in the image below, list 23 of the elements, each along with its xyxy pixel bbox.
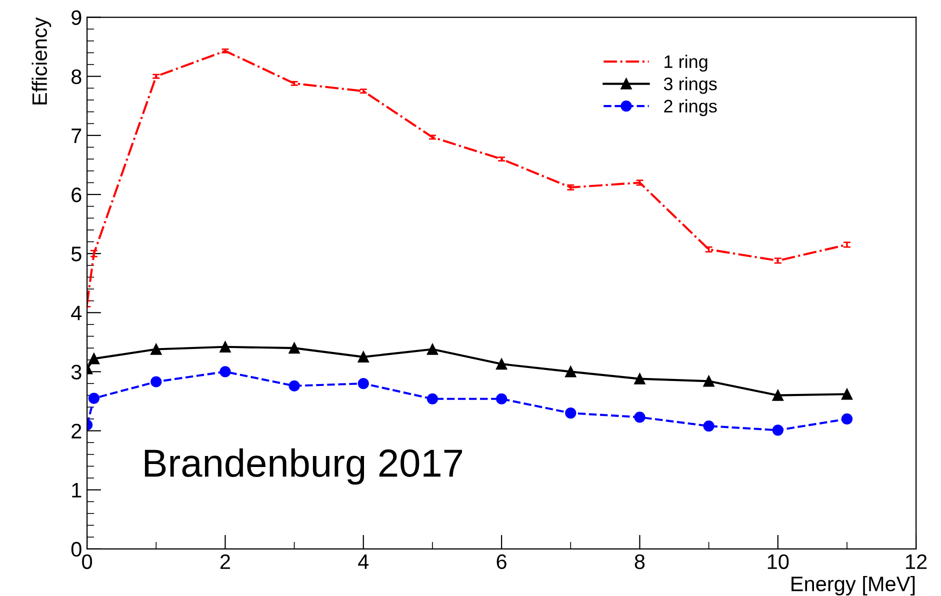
y-tick-label: 7 (72, 128, 82, 143)
legend-label: 1 ring (664, 54, 708, 72)
x-tick-label: 0 (82, 554, 92, 570)
x-tick-label: 2 (220, 554, 230, 569)
y-tick-label: 1 (72, 483, 82, 498)
x-tick-label: 8 (634, 554, 645, 570)
y-tick-label: 9 (72, 10, 82, 26)
x-tick-label: 4 (358, 554, 369, 569)
y-tick-label: 4 (71, 306, 82, 320)
y-tick-label: 2 (72, 424, 82, 438)
y-tick-label: 5 (71, 246, 82, 262)
annotation: Brandenburg 2017 (144, 448, 462, 485)
legend-label: 2 rings (664, 99, 717, 116)
x-tick-label: 12 (906, 554, 927, 569)
x-tick-label: 6 (496, 554, 506, 570)
y-tick-label: 0 (71, 542, 82, 557)
x-tick-label: 10 (768, 554, 789, 570)
y-tick-label: 8 (72, 69, 82, 84)
legend-label: 3 rings (664, 77, 717, 94)
y-tick-label: 3 (71, 364, 82, 380)
y-tick-label: 6 (72, 187, 82, 202)
y-axis-title: Efficiency (32, 17, 52, 104)
x-axis-title: Energy [MeV] (792, 576, 915, 596)
